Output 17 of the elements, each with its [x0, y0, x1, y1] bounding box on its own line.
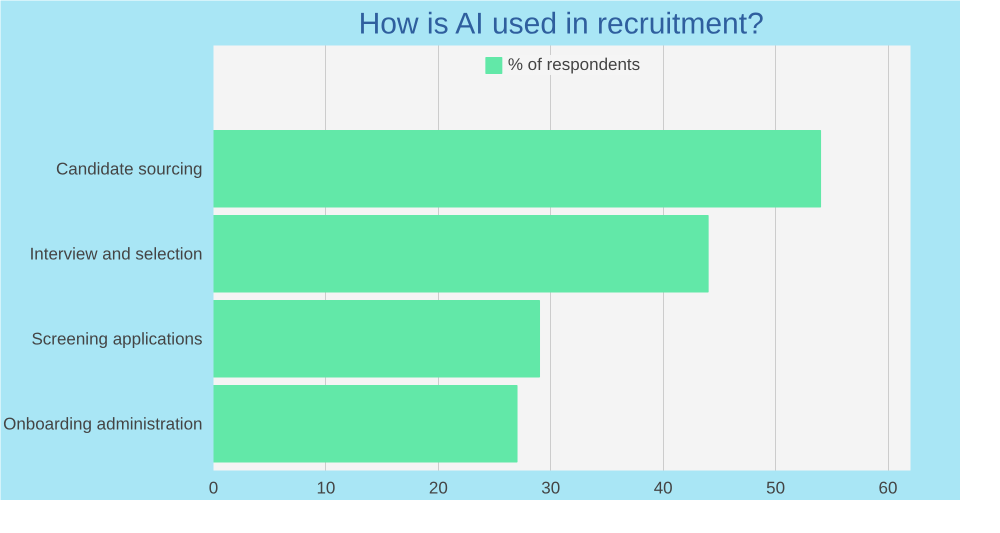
chart-title: How is AI used in recruitment? — [358, 8, 764, 40]
x-tick-label: 30 — [541, 478, 560, 498]
x-tick-label: 60 — [878, 478, 898, 498]
legend-label: % of respondents — [508, 55, 640, 75]
y-tick-label: Screening applications — [31, 329, 203, 348]
y-tick-label: Candidate sourcing — [56, 159, 202, 178]
y-tick-label: Onboarding administration — [3, 414, 203, 434]
bar — [214, 300, 540, 378]
y-tick-label: Interview and selection — [30, 244, 203, 264]
bar — [214, 130, 822, 208]
x-tick-label: 20 — [428, 478, 448, 498]
x-tick-label: 0 — [208, 478, 218, 498]
bar — [214, 215, 709, 292]
x-tick-label: 40 — [654, 478, 673, 498]
x-tick-label: 10 — [316, 478, 336, 498]
bar — [214, 385, 518, 462]
x-tick-label: 50 — [766, 478, 786, 498]
